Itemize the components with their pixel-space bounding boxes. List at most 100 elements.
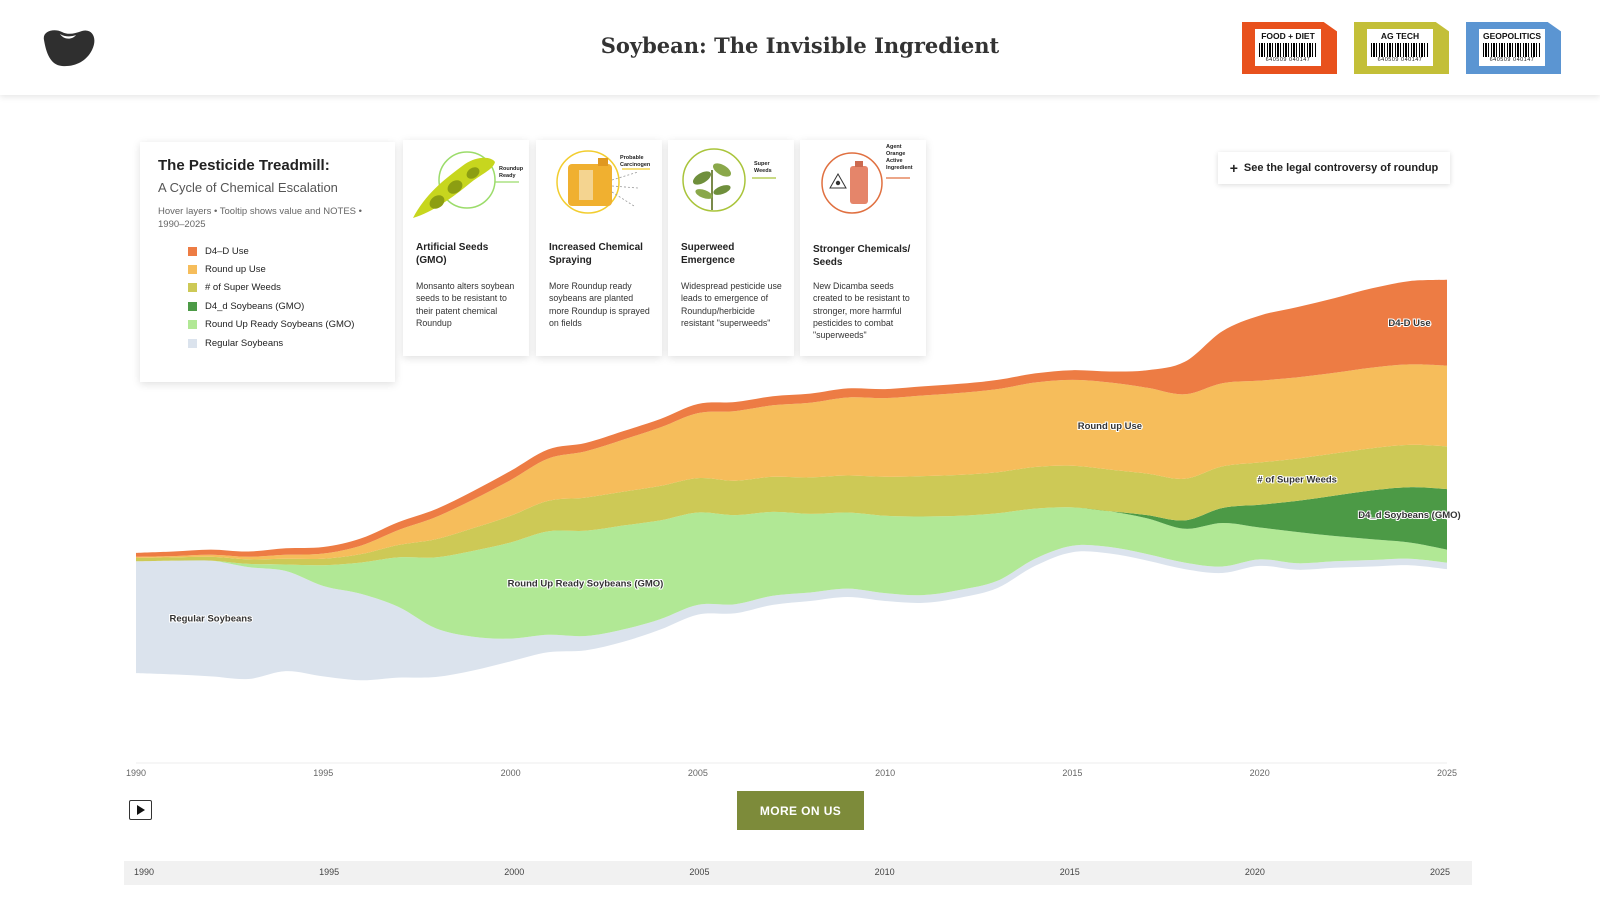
barcode-number: 640509 040147 xyxy=(1265,57,1311,63)
slider-tick-label: 2000 xyxy=(504,867,525,877)
legend-label: D4–D Use xyxy=(205,245,249,257)
figure-label: Carcinogen xyxy=(620,162,651,168)
x-tick-label: 2010 xyxy=(875,768,895,778)
figure-label: Roundup xyxy=(499,166,524,172)
step-title: Artificial Seeds (GMO) xyxy=(416,242,489,266)
step-description: More Roundup ready soybeans are planted … xyxy=(549,281,650,328)
soybean-pod-icon: Roundup Ready xyxy=(413,151,524,218)
legend-list: D4–D Use Round up Use # of Super Weeds D4_d… xyxy=(188,242,354,352)
legend-subtitle: A Cycle of Chemical Escalation xyxy=(158,180,338,195)
slider-tick-label: 2010 xyxy=(874,867,895,877)
chemical-bottle-icon: Agent Orange Active Ingredient xyxy=(821,144,913,214)
layer-label: # of Super Weeds xyxy=(1257,475,1337,486)
figure-label: Probable xyxy=(620,155,644,161)
legend-item[interactable]: D4_d Soybeans (GMO) xyxy=(188,297,354,315)
barcode-number: 640509 040147 xyxy=(1377,57,1423,63)
stream-layer[interactable] xyxy=(136,364,1447,560)
x-tick-label: 2000 xyxy=(501,768,521,778)
legend-card: The Pesticide Treadmill: A Cycle of Chem… xyxy=(140,142,395,382)
barcode-icon xyxy=(1371,43,1429,57)
category-tag[interactable]: FOOD + DIET 640509 040147 xyxy=(1242,22,1337,74)
barcode-number: 640509 040147 xyxy=(1489,57,1535,63)
legend-swatch xyxy=(188,283,197,293)
tag-label-box: GEOPOLITICS 640509 040147 xyxy=(1479,29,1545,66)
step-description: Widespread pesticide use leads to emerge… xyxy=(681,281,782,328)
legend-swatch xyxy=(188,338,197,348)
layer-label: Round up Use xyxy=(1078,421,1142,432)
category-tag[interactable]: GEOPOLITICS 640509 040147 xyxy=(1466,22,1561,74)
tag-label: FOOD + DIET xyxy=(1261,31,1315,41)
legend-item[interactable]: Round Up Ready Soybeans (GMO) xyxy=(188,316,354,334)
figure-label: Active xyxy=(886,158,903,164)
step-title: Increased Chemical Spraying xyxy=(549,242,643,266)
stream-layer[interactable] xyxy=(136,279,1447,557)
figure-label: Ready xyxy=(499,173,516,179)
play-icon xyxy=(137,805,145,815)
step-card-gmo-seeds[interactable]: Roundup Ready Artificial Seeds (GMO) Mon… xyxy=(403,140,529,356)
stream-layer[interactable] xyxy=(136,444,1447,566)
weed-plant-icon: Super Weeds xyxy=(682,148,776,212)
stream-layer[interactable] xyxy=(136,487,1447,566)
figure-label: Super xyxy=(754,161,770,167)
step-card-superweeds[interactable]: Super Weeds Superweed Emergence Widespre… xyxy=(668,140,794,356)
figure-label: Ingredient xyxy=(886,165,913,171)
layer-label: D4_d Soybeans (GMO) xyxy=(1358,510,1460,521)
slider-tick-label: 2015 xyxy=(1059,867,1080,877)
legend-title: The Pesticide Treadmill: xyxy=(158,157,330,174)
slider-tick-label: 1990 xyxy=(134,867,155,877)
play-button[interactable] xyxy=(129,800,152,820)
category-tag[interactable]: AG TECH 640509 040147 xyxy=(1354,22,1449,74)
step-card-stronger-chemicals[interactable]: Agent Orange Active Ingredient Stronger … xyxy=(800,140,926,356)
herbicide-jug-icon: Probable Carcinogen xyxy=(556,150,651,214)
legend-item[interactable]: # of Super Weeds xyxy=(188,279,354,297)
figure-label: Orange xyxy=(886,151,905,157)
step-title: Stronger Chemicals/ Seeds xyxy=(813,244,911,268)
layer-label: D4-D Use xyxy=(1388,318,1430,329)
stream-layer[interactable] xyxy=(136,507,1447,639)
legend-item[interactable]: Regular Soybeans xyxy=(188,334,354,352)
x-tick-label: 2020 xyxy=(1250,768,1270,778)
figure-label: Agent xyxy=(886,144,902,150)
step-title: Superweed Emergence xyxy=(681,242,735,266)
slider-tick-label: 2005 xyxy=(689,867,710,877)
legend-item[interactable]: D4–D Use xyxy=(188,242,354,260)
plus-icon: + xyxy=(1229,160,1238,176)
legal-controversy-label: See the legal controversy of roundup xyxy=(1243,162,1439,174)
legend-label: Round up Use xyxy=(205,264,266,276)
tag-label: GEOPOLITICS xyxy=(1482,31,1542,41)
stream-layer[interactable] xyxy=(136,544,1447,681)
slider-tick-label: 2020 xyxy=(1244,867,1265,877)
tag-label-box: FOOD + DIET 640509 040147 xyxy=(1255,29,1321,66)
step-description: New Dicamba seeds created to be resistan… xyxy=(813,281,910,341)
x-tick-label: 1995 xyxy=(313,768,333,778)
step-description: Monsanto alters soybean seeds to be resi… xyxy=(416,281,515,328)
barcode-icon xyxy=(1483,43,1541,57)
timeline-slider[interactable]: 1990 1995 2000 2005 2010 2015 2020 2025 xyxy=(124,861,1472,885)
legend-label: # of Super Weeds xyxy=(205,282,281,294)
x-tick-label: 2025 xyxy=(1437,768,1457,778)
legend-label: Round Up Ready Soybeans (GMO) xyxy=(205,319,355,331)
bean-logo-icon[interactable] xyxy=(40,26,96,68)
legend-label: Regular Soybeans xyxy=(205,337,284,349)
legal-controversy-button[interactable]: + See the legal controversy of roundup xyxy=(1218,152,1450,184)
legend-swatch xyxy=(188,265,197,275)
barcode-icon xyxy=(1259,43,1317,57)
figure-label: Weeds xyxy=(754,168,772,174)
x-tick-label: 2005 xyxy=(688,768,708,778)
legend-swatch xyxy=(188,301,197,311)
legend-hint: Hover layers • Tooltip shows value and N… xyxy=(158,206,362,230)
tag-label: AG TECH xyxy=(1380,31,1420,41)
layer-label: Round Up Ready Soybeans (GMO) xyxy=(508,578,664,589)
legend-swatch xyxy=(188,246,197,256)
step-card-spraying[interactable]: Probable Carcinogen Increased Chemical S… xyxy=(536,140,662,356)
more-on-us-button[interactable]: MORE ON US xyxy=(737,791,864,830)
slider-tick-label: 2025 xyxy=(1430,867,1451,877)
legend-swatch xyxy=(188,320,197,330)
x-tick-label: 2015 xyxy=(1062,768,1082,778)
slider-tick-label: 1995 xyxy=(319,867,340,877)
layer-label: Regular Soybeans xyxy=(169,614,252,625)
legend-label: D4_d Soybeans (GMO) xyxy=(205,300,305,312)
site-title: Soybean: The Invisible Ingredient xyxy=(600,33,1000,58)
legend-item[interactable]: Round up Use xyxy=(188,260,354,278)
